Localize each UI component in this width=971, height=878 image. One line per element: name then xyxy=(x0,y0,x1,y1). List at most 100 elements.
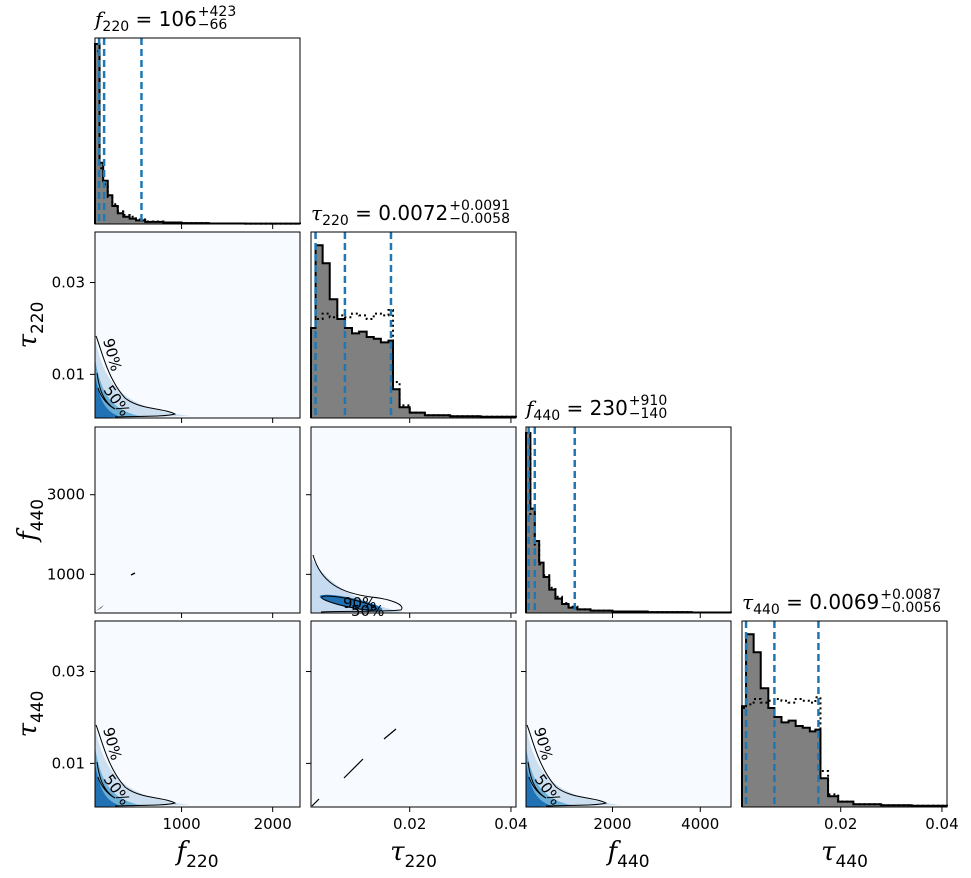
panel-title: τ220 = 0.0072 +0.0091−0.0058 xyxy=(311,198,510,229)
x-axis-label-tau440: τ440 xyxy=(821,837,868,872)
histogram-outline xyxy=(525,432,732,614)
title-value: = 0.0069 xyxy=(780,590,879,614)
panel-title: τ440 = 0.0069 +0.0087−0.0056 xyxy=(742,587,941,618)
histogram-outline xyxy=(741,633,948,807)
panel-frame xyxy=(525,620,732,808)
x-tick-label: 1000 xyxy=(162,815,200,833)
x-tick-label: 4000 xyxy=(681,815,719,833)
contour-50 xyxy=(96,761,116,799)
y-axis-label-tau220: τ220 xyxy=(13,302,48,349)
contour-90 xyxy=(95,335,177,418)
title-value: = 106 xyxy=(129,7,197,31)
axis-symbol: τ xyxy=(390,837,405,867)
axis-symbol: τ xyxy=(13,333,43,348)
histogram-tau220: τ220 = 0.0072 +0.0091−0.0058 xyxy=(310,198,517,423)
axis-subscript: 440 xyxy=(28,691,48,723)
histogram-outline xyxy=(94,43,301,225)
contour-90 xyxy=(95,724,177,807)
panel-frame xyxy=(94,231,301,419)
histogram-fill xyxy=(311,245,516,418)
axis-subscript: 440 xyxy=(835,852,867,872)
x-tick-label: 0.04 xyxy=(494,815,527,833)
density-peak xyxy=(95,373,121,418)
y-tick-label: 0.03 xyxy=(52,274,85,292)
density-background xyxy=(95,621,300,807)
title-plus: +423 xyxy=(198,4,236,20)
histogram-tau440: τ440 = 0.0069 +0.0087−0.0056 xyxy=(741,587,948,812)
histogram-dotted xyxy=(310,309,517,418)
panel-frame xyxy=(94,37,301,225)
contour-label-50: 50% xyxy=(351,602,384,620)
title-subscript: 220 xyxy=(322,213,349,229)
axis-subscript: 220 xyxy=(404,852,436,872)
x-tick-label: 0.02 xyxy=(824,815,857,833)
contour-speck xyxy=(130,572,136,576)
histogram-fill xyxy=(526,433,731,613)
x-tick-label: 2000 xyxy=(593,815,631,833)
panel-frame xyxy=(94,426,301,614)
title-symbol: τ xyxy=(311,201,323,225)
title-subscript: 220 xyxy=(102,19,129,35)
title-text: f440 = 230 xyxy=(524,396,628,424)
x-axis-label-f440: f440 xyxy=(605,837,649,872)
title-text: τ440 = 0.0069 xyxy=(742,590,879,618)
density-peak xyxy=(95,762,121,807)
density-background xyxy=(95,427,300,613)
panel-title: f440 = 230 +910−140 xyxy=(524,393,667,424)
axis-symbol: τ xyxy=(821,837,836,867)
y-axis-label-tau440: τ440 xyxy=(13,691,48,738)
y-tick-label: 1000 xyxy=(47,565,85,583)
histogram-fill xyxy=(742,634,947,807)
x-tick-label: 0.02 xyxy=(393,815,426,833)
title-minus: −66 xyxy=(198,17,228,33)
x-axis-label-tau220: τ220 xyxy=(390,837,437,872)
y-tick-label: 3000 xyxy=(47,486,85,504)
title-minus: −0.0056 xyxy=(880,600,941,616)
panel-frame xyxy=(310,620,517,808)
contour-speck xyxy=(96,605,104,611)
panel-frame xyxy=(310,426,517,614)
density-background xyxy=(311,427,516,613)
title-plus: +0.0087 xyxy=(880,587,941,603)
panel-tau220-f440: 90%50% xyxy=(306,426,517,620)
density-blob xyxy=(95,727,190,807)
density-blob xyxy=(95,338,190,418)
density-core xyxy=(526,747,571,807)
contour-90 xyxy=(312,554,403,613)
histogram-dotted xyxy=(94,50,301,225)
panel-title: f220 = 106 +423−66 xyxy=(93,4,236,35)
density-background xyxy=(95,232,300,418)
title-minus: −0.0058 xyxy=(449,211,510,227)
density-background xyxy=(311,621,516,807)
contour-90 xyxy=(526,724,608,807)
axis-symbol: τ xyxy=(13,722,43,737)
title-subscript: 440 xyxy=(533,408,560,424)
contour-50 xyxy=(527,761,547,799)
y-tick-label: 0.01 xyxy=(52,754,85,772)
y-tick-label: 0.03 xyxy=(52,663,85,681)
y-axis-label-f440: f440 xyxy=(13,499,48,543)
x-tick-label: 0.04 xyxy=(925,815,958,833)
axis-subscript: 220 xyxy=(186,852,218,872)
histogram-f440: f440 = 230 +910−140 xyxy=(524,393,732,618)
y-tick-label: 0.01 xyxy=(52,365,85,383)
title-plus: +910 xyxy=(629,393,667,409)
density-core xyxy=(95,358,140,418)
contour-line xyxy=(311,798,320,807)
panel-frame xyxy=(525,426,732,614)
title-value: = 0.0072 xyxy=(349,201,448,225)
contour-line xyxy=(383,728,397,740)
title-text: f220 = 106 xyxy=(93,7,197,35)
title-symbol: τ xyxy=(742,590,754,614)
panel-tau220-tau440 xyxy=(306,620,517,812)
axis-subscript: 440 xyxy=(28,499,48,531)
axis-subscript: 220 xyxy=(28,302,48,334)
title-minus: −140 xyxy=(629,406,667,422)
title-value: = 230 xyxy=(560,396,628,420)
title-plus: +0.0091 xyxy=(449,198,510,214)
density-background xyxy=(526,621,731,807)
panel-f220-f440 xyxy=(90,426,301,618)
contour-50 xyxy=(96,372,116,410)
panel-f220-tau440: 90%50% xyxy=(90,620,301,812)
